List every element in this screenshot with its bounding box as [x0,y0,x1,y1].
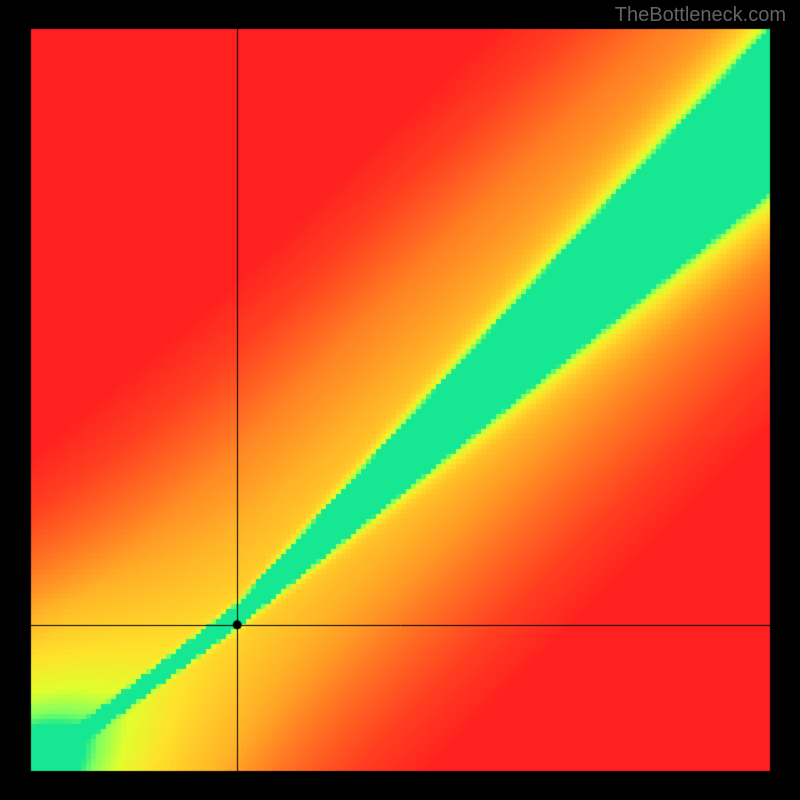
bottleneck-heatmap [0,0,800,800]
chart-container: TheBottleneck.com [0,0,800,800]
attribution-text: TheBottleneck.com [615,4,786,27]
